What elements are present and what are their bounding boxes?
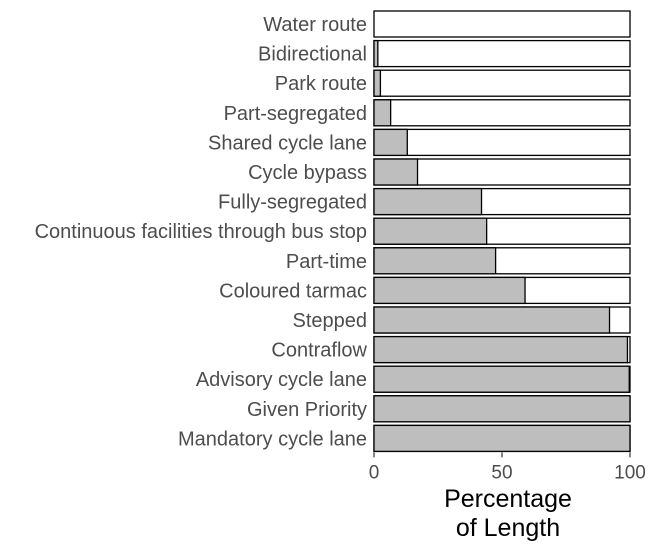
bar-total-water-route — [373, 10, 631, 38]
bar-value-continuous-facilities-through-bus-stop — [373, 217, 488, 245]
bar-total-bidirectional — [373, 39, 631, 68]
x-axis: 0 50 100 — [369, 452, 646, 483]
category-label-stepped: Stepped — [292, 310, 367, 332]
bars-layer — [373, 10, 631, 453]
x-tick-label-0: 0 — [369, 462, 380, 483]
bar-value-cycle-bypass — [373, 158, 419, 186]
category-label-cycle-bypass: Cycle bypass — [248, 162, 367, 184]
x-tick-label-100: 100 — [614, 462, 646, 483]
category-label-given-priority: Given Priority — [247, 399, 367, 421]
bar-value-advisory-cycle-lane — [373, 365, 630, 393]
category-label-coloured-tarmac: Coloured tarmac — [219, 280, 367, 302]
x-axis-title-line-2: of Length — [456, 514, 560, 542]
bar-value-shared-cycle-lane — [373, 128, 408, 157]
category-label-park-route: Park route — [275, 73, 367, 95]
category-label-water-route: Water route — [263, 14, 367, 36]
category-labels: Water route Bidirectional Park route Part-s… — [35, 14, 368, 450]
bar-value-fully-segregated — [373, 187, 483, 216]
bar-value-part-segregated — [373, 99, 392, 127]
category-label-advisory-cycle-lane: Advisory cycle lane — [196, 369, 367, 391]
bar-total-park-route — [373, 69, 631, 97]
bar-value-mandatory-cycle-lane — [373, 424, 631, 453]
category-label-continuous-facilities-through-bus-stop: Continuous facilities through bus stop — [35, 221, 367, 243]
bar-value-contraflow — [373, 335, 629, 364]
category-label-contraflow: Contraflow — [271, 340, 367, 362]
bar-total-shared-cycle-lane — [373, 128, 631, 157]
x-tick-label-50: 50 — [491, 462, 512, 483]
category-label-mandatory-cycle-lane: Mandatory cycle lane — [178, 428, 367, 450]
category-label-part-time: Part-time — [286, 251, 367, 273]
x-axis-title-line-1: Percentage — [444, 485, 572, 513]
category-label-shared-cycle-lane: Shared cycle lane — [208, 132, 367, 154]
bar-value-coloured-tarmac — [373, 276, 526, 305]
category-label-part-segregated: Part-segregated — [224, 103, 367, 125]
bar-total-part-segregated — [373, 99, 631, 127]
bar-value-bidirectional — [373, 39, 379, 68]
category-label-fully-segregated: Fully-segregated — [218, 192, 367, 214]
bar-value-stepped — [373, 306, 611, 334]
bar-value-park-route — [373, 69, 382, 97]
category-label-bidirectional: Bidirectional — [258, 44, 367, 66]
bar-value-given-priority — [373, 395, 631, 423]
bar-value-part-time — [373, 247, 497, 275]
